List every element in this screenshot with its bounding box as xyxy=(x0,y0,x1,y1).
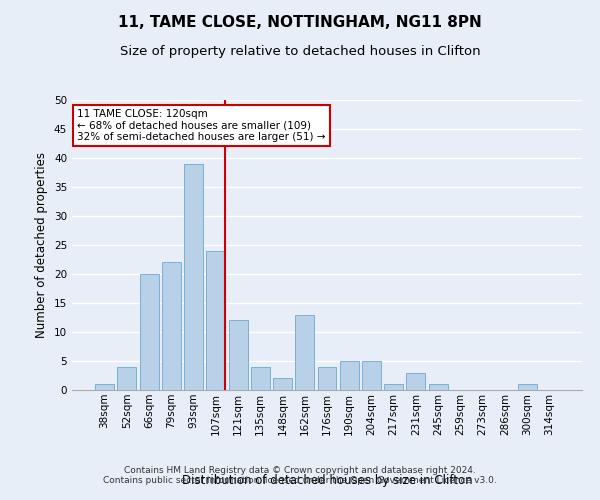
Bar xyxy=(362,361,381,390)
Bar xyxy=(429,384,448,390)
Bar xyxy=(206,251,225,390)
Bar xyxy=(251,367,270,390)
Text: 11, TAME CLOSE, NOTTINGHAM, NG11 8PN: 11, TAME CLOSE, NOTTINGHAM, NG11 8PN xyxy=(118,15,482,30)
Y-axis label: Number of detached properties: Number of detached properties xyxy=(35,152,49,338)
X-axis label: Distribution of detached houses by size in Clifton: Distribution of detached houses by size … xyxy=(182,474,472,487)
Text: 11 TAME CLOSE: 120sqm
← 68% of detached houses are smaller (109)
32% of semi-det: 11 TAME CLOSE: 120sqm ← 68% of detached … xyxy=(77,108,326,142)
Bar xyxy=(406,372,425,390)
Bar xyxy=(273,378,292,390)
Bar xyxy=(384,384,403,390)
Bar xyxy=(229,320,248,390)
Bar xyxy=(295,314,314,390)
Bar xyxy=(340,361,359,390)
Bar xyxy=(95,384,114,390)
Text: Contains HM Land Registry data © Crown copyright and database right 2024.
Contai: Contains HM Land Registry data © Crown c… xyxy=(103,466,497,485)
Bar xyxy=(118,367,136,390)
Bar xyxy=(518,384,536,390)
Text: Size of property relative to detached houses in Clifton: Size of property relative to detached ho… xyxy=(119,45,481,58)
Bar xyxy=(184,164,203,390)
Bar xyxy=(140,274,158,390)
Bar xyxy=(162,262,181,390)
Bar xyxy=(317,367,337,390)
